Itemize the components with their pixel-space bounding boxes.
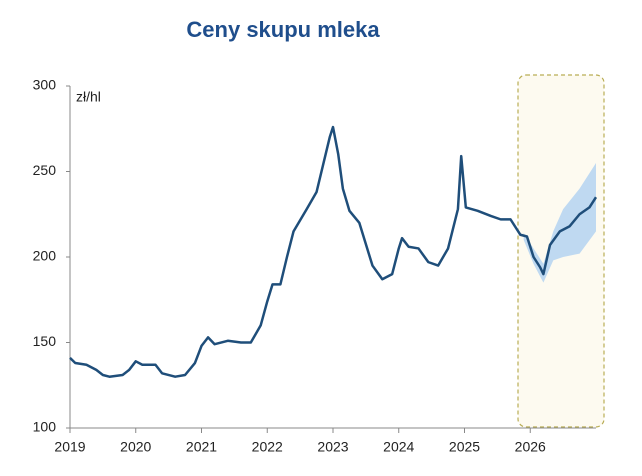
y-tick-label: 250: [33, 162, 57, 178]
line: [69, 125, 598, 378]
x-tick-label: 2021: [186, 439, 217, 455]
x-tick-label: 2026: [515, 439, 546, 455]
x-tick-label: 2025: [449, 439, 480, 455]
unit-label: zł/hl: [76, 89, 101, 105]
y-tick-label: 300: [33, 77, 57, 93]
x-tick-label: 2024: [383, 439, 414, 455]
chart-title: Ceny skupu mleka: [186, 17, 380, 42]
x-tick-label: 2023: [317, 439, 348, 455]
x-tick-label: 2020: [120, 439, 151, 455]
y-tick-label: 150: [33, 333, 57, 349]
forecast-band: [523, 162, 596, 283]
x-tick-label: 2022: [252, 439, 283, 455]
y-tick-label: 100: [33, 419, 57, 435]
y-tick-label: 200: [33, 248, 57, 264]
x-tick-label: 2019: [54, 439, 85, 455]
